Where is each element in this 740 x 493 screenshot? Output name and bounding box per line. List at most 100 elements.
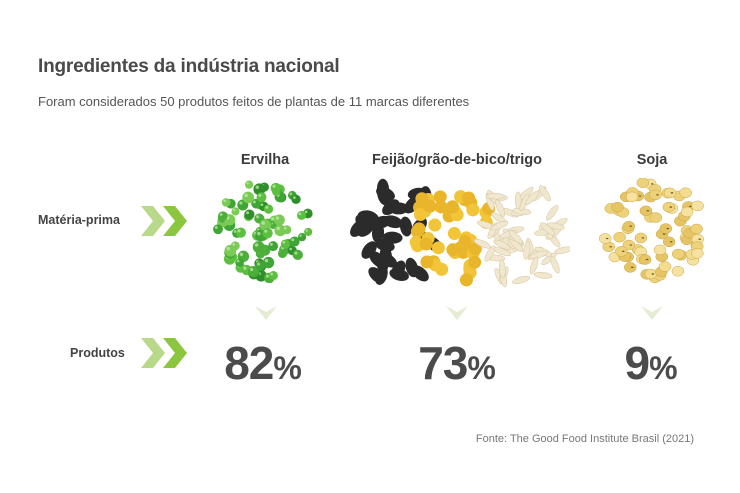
- pea-highlight: [275, 216, 280, 220]
- pea-dot: [218, 211, 228, 221]
- pea-highlight: [261, 221, 265, 225]
- chickpea: [466, 203, 480, 217]
- chickpea: [428, 218, 442, 232]
- beans-chickpeas-wheat-image: [350, 178, 570, 288]
- soybean: [611, 201, 624, 213]
- chickpea: [423, 199, 437, 213]
- pea-highlight: [252, 200, 256, 204]
- black-bean: [405, 257, 419, 278]
- pea-dot: [262, 227, 273, 239]
- pea-highlight: [257, 262, 261, 266]
- soybean: [625, 191, 639, 203]
- pea-highlight: [264, 258, 269, 263]
- pea-dot: [268, 271, 278, 281]
- row-label-products: Produtos: [70, 346, 125, 360]
- pea-highlight: [272, 184, 276, 188]
- pea-dot: [252, 241, 265, 253]
- pea-highlight: [246, 211, 250, 215]
- pea-highlight: [298, 212, 302, 216]
- double-chevron-icon: [141, 338, 187, 368]
- chickpea: [446, 243, 460, 257]
- pea-highlight: [264, 229, 268, 233]
- wheat-grain: [508, 230, 523, 245]
- pea-highlight: [255, 185, 260, 190]
- pea-highlight: [226, 246, 231, 251]
- soybean: [613, 231, 626, 243]
- black-bean: [350, 219, 366, 237]
- pea-dot: [224, 244, 237, 257]
- soybean: [649, 212, 663, 223]
- pea-highlight: [236, 259, 240, 263]
- pea-dot: [256, 192, 267, 203]
- wheat-grain: [493, 247, 512, 257]
- soybean-hilum: [698, 238, 702, 240]
- soybean-hilum: [605, 237, 609, 240]
- chickpea: [468, 242, 482, 256]
- soybean: [639, 205, 653, 217]
- soybean-hilum: [641, 237, 645, 239]
- pea-dot: [297, 210, 306, 220]
- pea-dot: [255, 260, 266, 271]
- soybean: [691, 248, 704, 259]
- soybean: [662, 236, 676, 248]
- chickpea: [468, 255, 482, 269]
- pea-highlight: [304, 210, 308, 214]
- pea-dot: [244, 209, 255, 220]
- soybean-hilum: [670, 192, 674, 194]
- soybean: [658, 261, 672, 272]
- wheat-grain: [523, 241, 531, 260]
- wheat-grain: [484, 245, 496, 262]
- chickpea: [419, 237, 433, 251]
- pea-highlight: [246, 181, 249, 185]
- chickpea: [431, 241, 445, 255]
- pea-highlight: [243, 266, 247, 270]
- chart-subtitle: Foram considerados 50 produtos feitos de…: [38, 94, 470, 109]
- pea-highlight: [258, 193, 262, 197]
- value-label-soy: 9%: [624, 340, 677, 386]
- wheat-grain: [512, 275, 531, 285]
- soybean-hilum: [621, 250, 625, 253]
- pea-highlight: [232, 242, 236, 246]
- soybean: [672, 248, 685, 260]
- soybean-hilum: [651, 273, 655, 275]
- pea-highlight: [294, 251, 298, 255]
- pea-highlight: [292, 196, 296, 200]
- soybeans-image: [598, 178, 704, 283]
- soybean: [624, 262, 637, 273]
- pea-highlight: [265, 206, 269, 209]
- pea-highlight: [257, 231, 261, 236]
- soybean: [659, 223, 673, 234]
- soybean: [680, 206, 694, 218]
- black-bean: [368, 267, 386, 284]
- pea-highlight: [214, 226, 218, 230]
- soybean-hilum: [645, 258, 649, 261]
- black-bean: [383, 215, 403, 229]
- down-chevron-icon: [255, 306, 277, 320]
- soybean: [691, 200, 704, 212]
- pea-dot: [242, 191, 255, 204]
- chickpea: [434, 200, 448, 214]
- soybean-hilum: [630, 266, 634, 269]
- double-chevron-icon: [141, 206, 187, 236]
- pea-dot: [244, 180, 254, 189]
- chickpea: [412, 222, 426, 236]
- pea-dot: [292, 249, 303, 260]
- value-number: 73: [418, 337, 468, 389]
- category-label-peas: Ervilha: [240, 152, 290, 168]
- category-label-soy: Soja: [636, 152, 668, 168]
- soybean-hilum: [650, 183, 654, 185]
- pea-dot: [280, 239, 290, 249]
- chickpea: [447, 227, 461, 241]
- pea-dot: [213, 224, 223, 235]
- wheat-grain: [539, 185, 551, 202]
- percent-sign: %: [649, 350, 678, 386]
- pea-highlight: [282, 241, 286, 244]
- wheat-grain: [529, 256, 539, 275]
- percent-sign: %: [273, 350, 302, 386]
- category-label-beans-chickpeas-wheat: Feijão/grão-de-bico/trigo: [372, 152, 542, 168]
- soybean-hilum: [629, 225, 633, 227]
- chickpea: [435, 262, 449, 276]
- soybean: [649, 189, 662, 201]
- pea-highlight: [289, 192, 293, 196]
- soybean-hilum: [662, 233, 666, 235]
